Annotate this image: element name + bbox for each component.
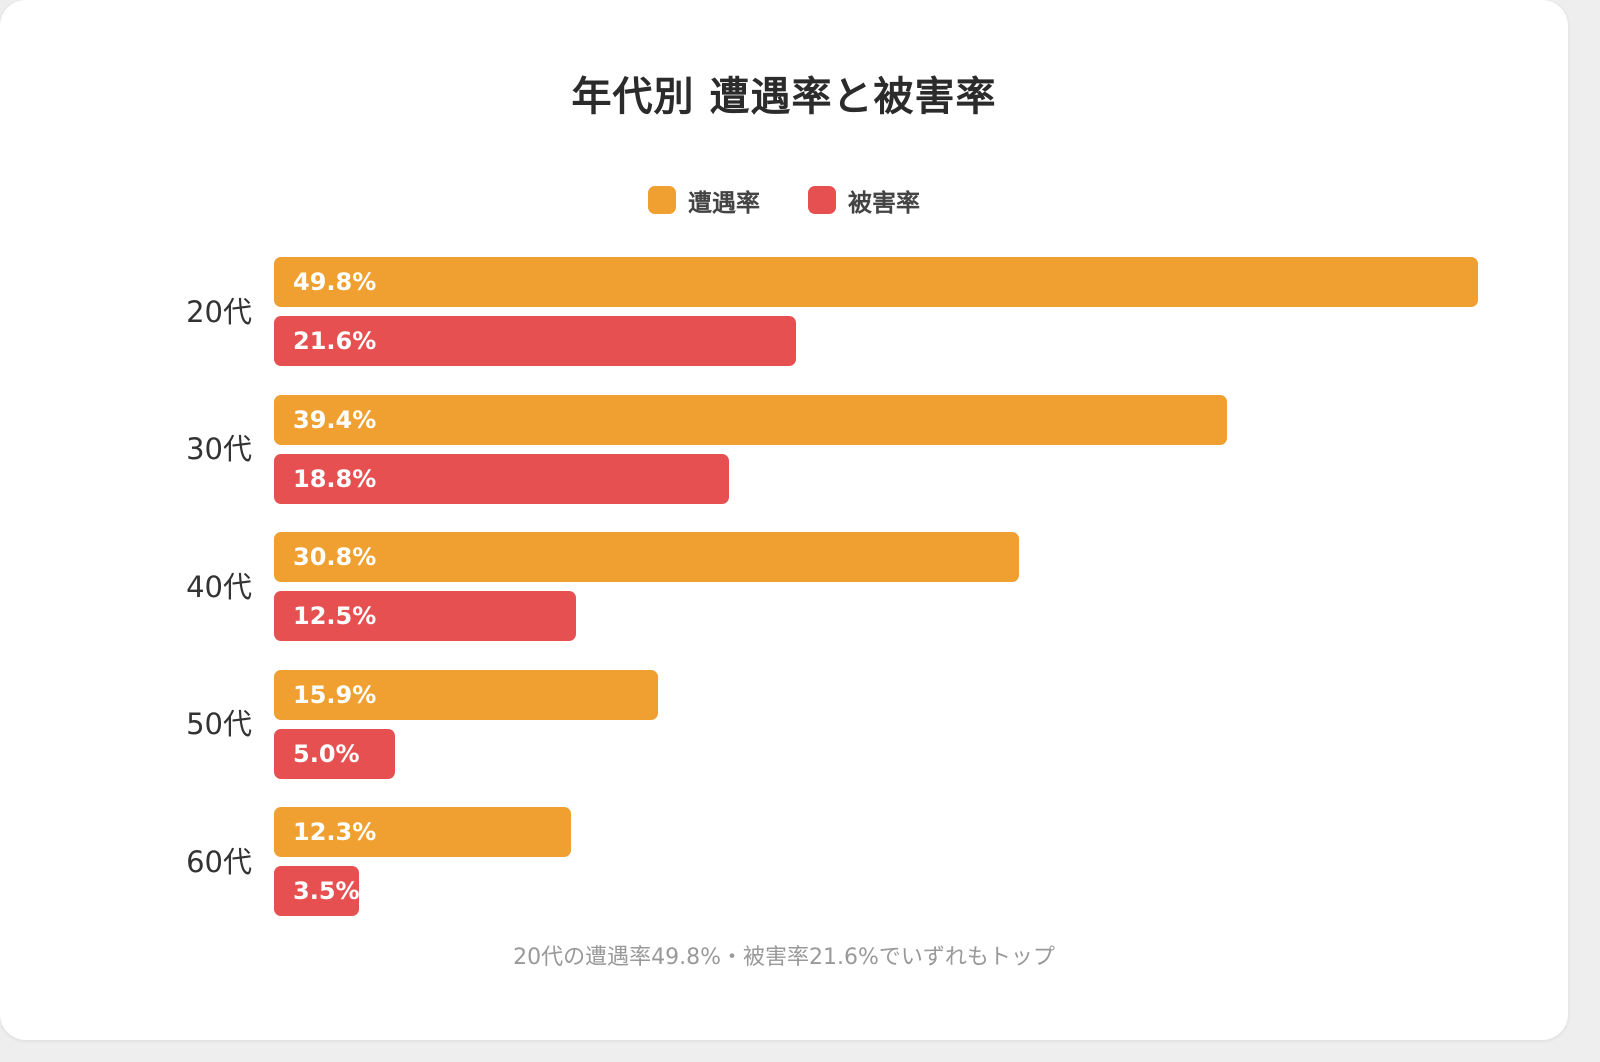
chart-footnote: 20代の遭遇率49.8%・被害率21.6%でいずれもトップ: [513, 945, 1055, 970]
bar-encounter-rate[interactable]: [274, 257, 1478, 307]
bar-value-label: 18.8%: [293, 464, 377, 493]
bar-encounter-rate[interactable]: [274, 807, 572, 857]
bar-encounter-rate[interactable]: [274, 394, 1227, 445]
legend-item-encounter[interactable]: 遭遇率: [648, 183, 760, 218]
bar-value-label: 3.5%: [293, 877, 360, 905]
chart-card: 年代別 遭遇率と被害率 遭遇率 被害率 20代 49.8% 21.6% 30代 39.4…: [0, 0, 1568, 1040]
category-label: 20代: [186, 294, 252, 329]
bar-value-label: 49.8%: [293, 268, 377, 296]
bar-encounter-rate[interactable]: [274, 669, 659, 720]
legend-item-damage[interactable]: 被害率: [808, 183, 920, 218]
category-label: 40代: [186, 569, 252, 604]
category-label: 50代: [186, 707, 252, 741]
bar-value-label: 30.8%: [293, 543, 377, 571]
bar-value-label: 12.5%: [293, 602, 377, 630]
legend: 遭遇率 被害率: [0, 180, 1568, 220]
bar-damage-rate[interactable]: [274, 591, 577, 641]
bar-damage-rate[interactable]: [274, 866, 359, 916]
bar-damage-rate[interactable]: [274, 728, 395, 779]
bar-damage-rate[interactable]: [274, 316, 797, 366]
category-label: 60代: [186, 844, 252, 879]
bar-value-label: 21.6%: [293, 327, 377, 355]
legend-swatch-damage: [808, 186, 836, 214]
legend-swatch-encounter: [648, 186, 676, 214]
chart-title: 年代別 遭遇率と被害率: [571, 74, 997, 120]
category-label: 30代: [186, 432, 252, 466]
bar-value-label: 39.4%: [293, 405, 377, 434]
legend-label-encounter: 遭遇率: [688, 188, 760, 217]
legend-label-damage: 被害率: [848, 188, 920, 217]
bar-plot-area: 20代 49.8% 21.6% 30代 39.4% 18.8% 40代 30.8% 12.5% 5…: [186, 257, 1478, 916]
bar-value-label: 5.0%: [293, 739, 360, 768]
bar-value-label: 12.3%: [293, 818, 377, 846]
bar-damage-rate[interactable]: [274, 453, 729, 504]
bar-encounter-rate[interactable]: [274, 532, 1019, 582]
bar-value-label: 15.9%: [293, 680, 377, 709]
